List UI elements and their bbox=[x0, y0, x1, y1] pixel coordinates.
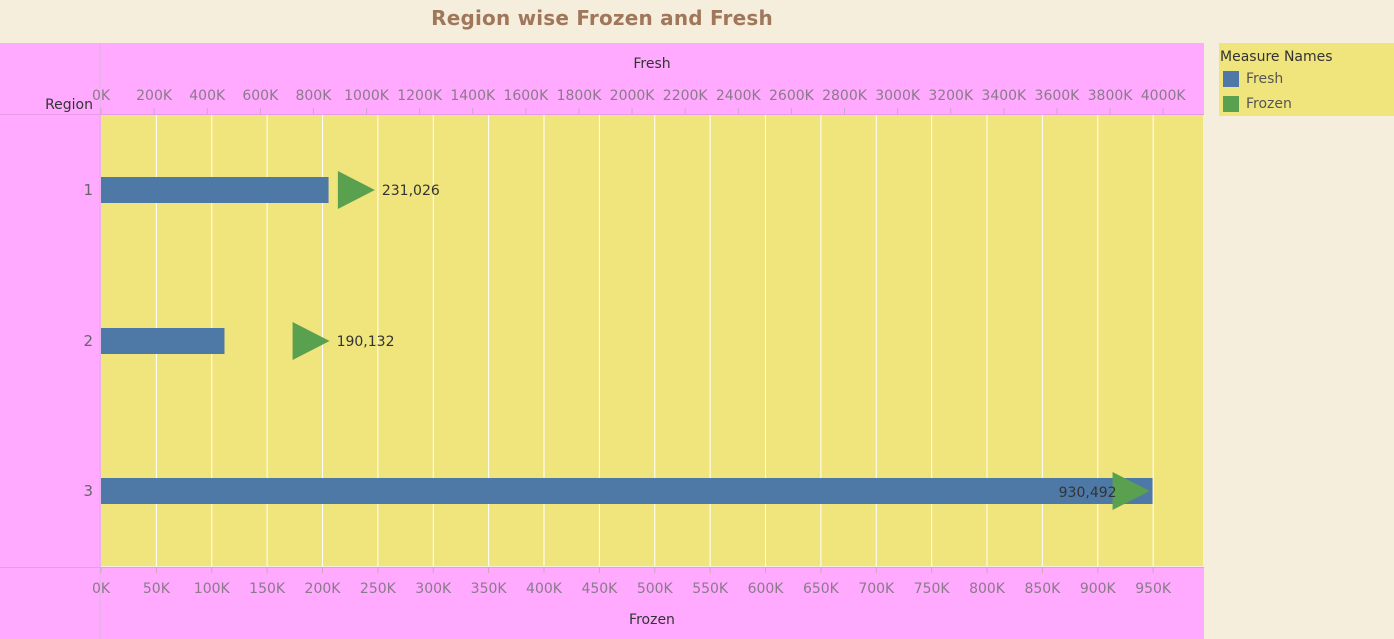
bottom-tick-label: 100K bbox=[194, 581, 231, 597]
top-tick-label: 600K bbox=[242, 88, 279, 104]
top-tick-label: 3000K bbox=[875, 88, 921, 104]
row-header-title: Region bbox=[45, 97, 93, 113]
bottom-tick-label: 850K bbox=[1024, 581, 1061, 597]
chart-canvas: 0K 50K 100K 150K 200K 250K 300K 350K 400K 450K 500… bbox=[0, 43, 1204, 639]
bottom-tick-label: 0K bbox=[92, 581, 111, 597]
top-tick-label: 3600K bbox=[1035, 88, 1081, 104]
bottom-axis-band bbox=[0, 567, 1204, 639]
fresh-bar bbox=[101, 328, 225, 354]
top-tick-label: 2200K bbox=[663, 88, 709, 104]
frozen-marker bbox=[337, 171, 375, 209]
top-tick-label: 0K bbox=[92, 88, 111, 104]
bottom-tick-label: 550K bbox=[692, 581, 729, 597]
frozen-data-label: 231,026 bbox=[382, 183, 440, 199]
frozen-data-label: 930,492 bbox=[1059, 485, 1117, 501]
legend-item-fresh[interactable]: Fresh bbox=[1223, 70, 1283, 88]
fresh-bar bbox=[101, 478, 1153, 504]
top-tick-label: 4000K bbox=[1141, 88, 1187, 104]
bottom-tick-label: 150K bbox=[249, 581, 286, 597]
bottom-tick-label: 350K bbox=[471, 581, 508, 597]
bottom-tick-label: 700K bbox=[858, 581, 895, 597]
fresh-bar bbox=[101, 177, 329, 203]
category-label: 2 bbox=[83, 332, 93, 350]
bottom-tick-label: 450K bbox=[581, 581, 618, 597]
bottom-tick-label: 750K bbox=[914, 581, 951, 597]
category-label: 3 bbox=[83, 482, 93, 500]
top-tick-label: 1400K bbox=[450, 88, 496, 104]
legend-item-frozen[interactable]: Frozen bbox=[1223, 95, 1292, 113]
legend-swatch-frozen bbox=[1223, 96, 1239, 112]
frozen-marker bbox=[1112, 472, 1150, 510]
top-tick-label: 2400K bbox=[716, 88, 762, 104]
category-label: 1 bbox=[83, 181, 93, 199]
bottom-tick-label: 650K bbox=[803, 581, 840, 597]
bottom-tick-label: 600K bbox=[748, 581, 785, 597]
top-tick-label: 200K bbox=[136, 88, 173, 104]
top-axis-band bbox=[0, 43, 1204, 115]
bottom-tick-label: 200K bbox=[305, 581, 342, 597]
bottom-tick-label: 50K bbox=[143, 581, 171, 597]
top-tick-label: 800K bbox=[295, 88, 332, 104]
bottom-tick-label: 300K bbox=[415, 581, 452, 597]
legend-label-frozen: Frozen bbox=[1246, 96, 1292, 112]
top-tick-label: 2600K bbox=[769, 88, 815, 104]
top-tick-label: 3800K bbox=[1088, 88, 1134, 104]
bottom-tick-label: 400K bbox=[526, 581, 563, 597]
top-axis-title: Fresh bbox=[633, 56, 670, 72]
frozen-marker bbox=[292, 322, 330, 360]
legend-label-fresh: Fresh bbox=[1246, 71, 1284, 87]
top-tick-label: 3400K bbox=[981, 88, 1027, 104]
frozen-data-label: 190,132 bbox=[337, 334, 395, 350]
legend-title: Measure Names bbox=[1220, 49, 1333, 65]
top-tick-label: 1800K bbox=[557, 88, 603, 104]
bottom-tick-label: 950K bbox=[1135, 581, 1172, 597]
legend-swatch-fresh bbox=[1223, 71, 1239, 87]
bottom-axis-title: Frozen bbox=[629, 612, 675, 628]
bottom-tick-label: 900K bbox=[1080, 581, 1117, 597]
top-tick-label: 400K bbox=[189, 88, 226, 104]
bottom-tick-label: 250K bbox=[360, 581, 397, 597]
top-tick-label: 1600K bbox=[503, 88, 549, 104]
top-tick-label: 2800K bbox=[822, 88, 868, 104]
top-tick-label: 1200K bbox=[397, 88, 443, 104]
bottom-tick-label: 500K bbox=[637, 581, 674, 597]
row-header-band bbox=[0, 115, 101, 567]
top-tick-label: 2000K bbox=[610, 88, 656, 104]
chart-title: Region wise Frozen and Fresh bbox=[431, 6, 773, 30]
top-tick-label: 1000K bbox=[344, 88, 390, 104]
legend[interactable]: Measure Names Fresh Frozen bbox=[1219, 43, 1394, 116]
top-tick-label: 3200K bbox=[928, 88, 974, 104]
bottom-tick-label: 800K bbox=[969, 581, 1006, 597]
